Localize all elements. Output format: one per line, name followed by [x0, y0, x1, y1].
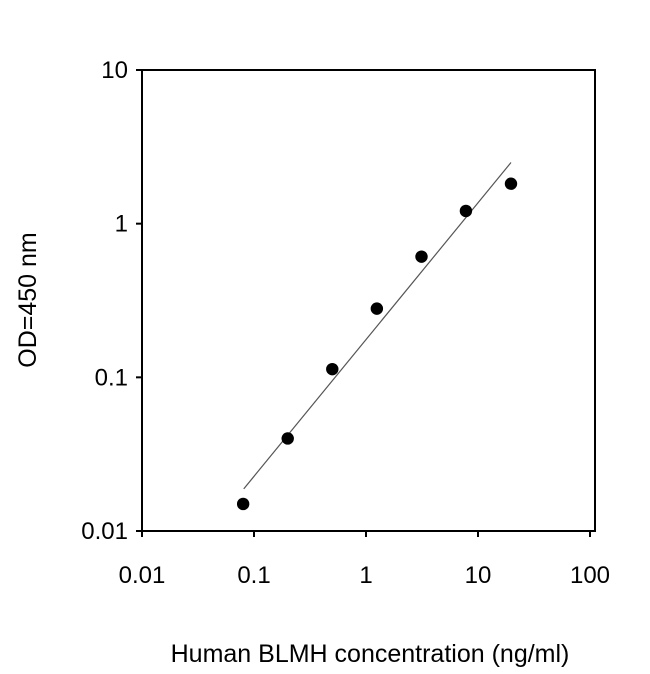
x-tick-label: 10 [465, 562, 492, 589]
y-axis-title: OD=450 nm [14, 232, 42, 368]
data-point [326, 362, 339, 376]
data-point [281, 432, 294, 445]
data-point [415, 250, 428, 263]
y-tick-label: 1 [115, 211, 128, 238]
x-tick-label: 100 [570, 562, 610, 589]
y-tick-label: 10 [101, 57, 128, 84]
x-tick-label: 0.01 [119, 562, 166, 589]
y-axis-ticks: 0.01 0.1 1 10 [81, 57, 142, 545]
data-points [236, 177, 518, 511]
data-point [459, 204, 473, 218]
y-tick-label: 0.1 [95, 364, 128, 391]
data-point [370, 302, 384, 315]
x-tick-label: 1 [359, 562, 372, 589]
x-axis-ticks: 0.01 0.1 1 10 100 [119, 531, 610, 589]
x-axis-title: Human BLMH concentration (ng/ml) [171, 640, 570, 668]
x-tick-label: 0.1 [237, 562, 270, 589]
y-tick-label: 0.01 [81, 518, 128, 545]
data-point [504, 177, 518, 190]
data-point [236, 497, 250, 511]
plot-frame [141, 69, 596, 532]
